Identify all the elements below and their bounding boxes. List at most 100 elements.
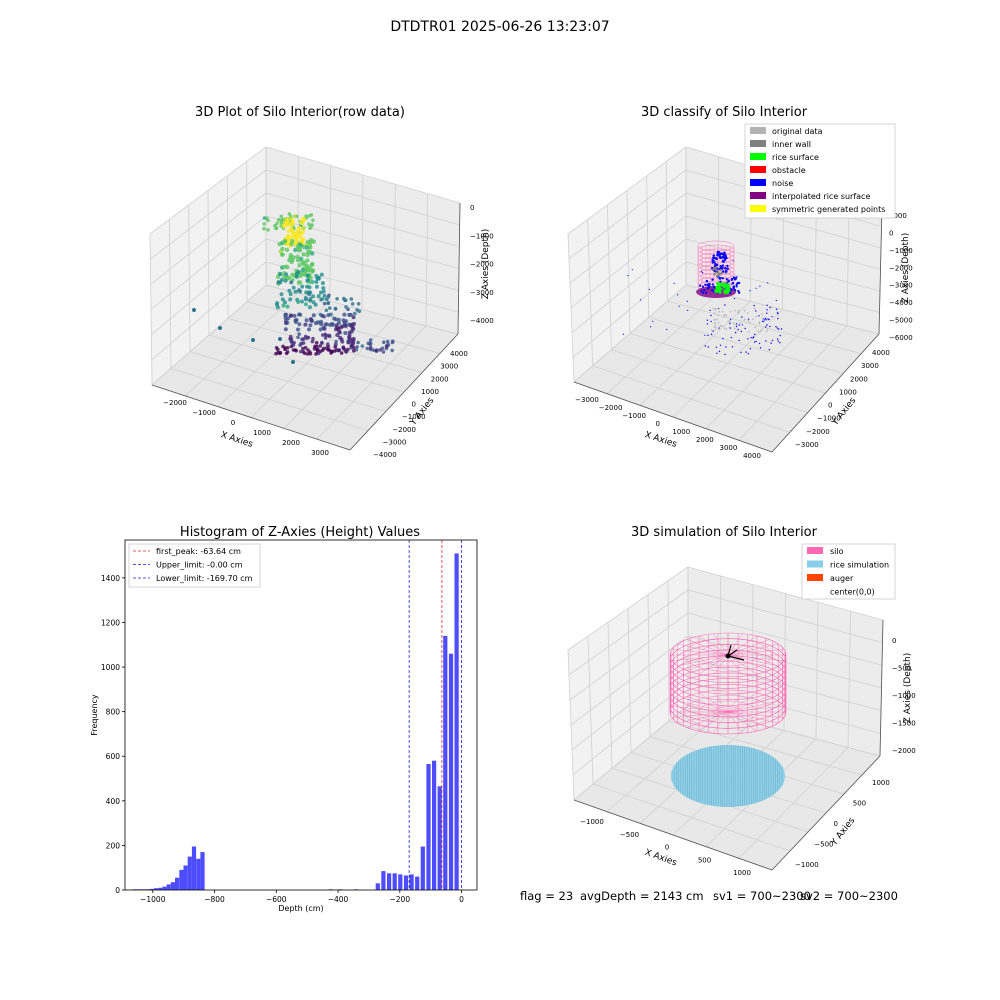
data-point xyxy=(712,290,715,293)
tick-label: −4000 xyxy=(373,451,397,459)
data-point xyxy=(699,284,702,287)
data-point xyxy=(707,287,710,290)
data-point xyxy=(296,327,300,332)
data-point xyxy=(281,240,286,245)
data-point xyxy=(776,311,779,314)
data-point xyxy=(302,337,306,341)
data-point xyxy=(707,346,709,348)
data-point xyxy=(719,280,722,283)
data-point xyxy=(371,348,376,352)
data-point xyxy=(775,308,778,310)
data-point xyxy=(307,305,312,310)
data-point xyxy=(294,235,299,241)
data-point xyxy=(283,264,288,269)
data-point xyxy=(322,293,327,298)
data-point xyxy=(715,257,718,261)
tick-label: −600 xyxy=(266,895,287,904)
data-point xyxy=(686,300,688,302)
data-points xyxy=(622,240,783,356)
data-point xyxy=(251,338,255,342)
data-point xyxy=(320,281,325,286)
data-point xyxy=(687,309,689,311)
histogram-bar xyxy=(187,856,192,890)
data-point xyxy=(753,341,756,343)
data-point xyxy=(732,276,736,279)
data-point xyxy=(342,312,347,317)
data-point xyxy=(299,341,303,346)
tick-label: 0 xyxy=(828,402,832,410)
data-point xyxy=(705,291,708,294)
data-point xyxy=(775,300,777,302)
data-point xyxy=(390,348,395,353)
data-point xyxy=(287,288,292,293)
data-point xyxy=(305,336,309,340)
data-point xyxy=(284,351,289,356)
data-point xyxy=(326,301,331,306)
panel-classify-3d: 3D classify of Silo Interior −3000−2000−… xyxy=(567,105,913,460)
data-point xyxy=(360,344,365,348)
data-point xyxy=(720,271,723,275)
data-point xyxy=(778,328,780,330)
data-point xyxy=(721,277,725,280)
data-point xyxy=(768,349,771,351)
data-point xyxy=(327,333,332,338)
data-point xyxy=(319,272,324,277)
tick-label: 3000 xyxy=(440,363,458,371)
data-point xyxy=(303,322,308,327)
data-point xyxy=(347,335,352,340)
data-point xyxy=(310,268,316,273)
legend-label: center(0,0) xyxy=(830,588,875,597)
data-point xyxy=(278,272,283,277)
data-point xyxy=(648,288,650,290)
data-point xyxy=(740,351,742,354)
tick-label: −2000 xyxy=(163,399,187,407)
data-point xyxy=(310,251,315,256)
data-point xyxy=(770,342,772,344)
data-point xyxy=(714,321,716,324)
data-point xyxy=(745,351,747,353)
data-point xyxy=(308,245,313,250)
data-point xyxy=(702,272,704,274)
data-point xyxy=(300,229,306,234)
data-point xyxy=(754,326,757,329)
tick-label: −4000 xyxy=(470,317,494,325)
data-point xyxy=(384,346,389,351)
grid-line xyxy=(568,589,689,676)
histogram-bar xyxy=(448,653,454,890)
data-point xyxy=(314,352,318,356)
data-point xyxy=(747,320,750,322)
data-point xyxy=(323,336,328,340)
data-point xyxy=(321,289,326,294)
data-point xyxy=(314,284,319,289)
data-point xyxy=(307,285,312,290)
data-point xyxy=(729,318,732,321)
data-point xyxy=(741,324,744,326)
rice-disk xyxy=(671,745,785,807)
data-point xyxy=(278,350,283,355)
data-point xyxy=(293,247,298,253)
tick-label: −1000 xyxy=(580,818,604,826)
data-point xyxy=(279,218,284,223)
figure-suptitle: DTDTR01 2025-06-26 13:23:07 xyxy=(390,19,609,35)
silo-ring xyxy=(698,700,758,724)
data-point xyxy=(758,315,760,317)
data-point xyxy=(666,328,668,331)
legend-label: Lower_limit: -169.70 cm xyxy=(156,574,253,583)
data-point xyxy=(708,283,711,286)
tick-label: 800 xyxy=(106,708,121,717)
legend-swatch xyxy=(750,166,766,173)
data-point xyxy=(734,327,736,330)
tick-label: −500 xyxy=(814,841,833,849)
tick-label: −2000 xyxy=(392,426,416,434)
tick-label: 200 xyxy=(106,841,121,850)
data-point xyxy=(382,340,386,345)
data-point xyxy=(284,321,288,325)
tick-label: 1200 xyxy=(101,618,120,627)
legend: first_peak: -63.64 cm Upper_limit: -0.00 … xyxy=(128,543,261,588)
data-point xyxy=(353,311,357,316)
tick-label: 4000 xyxy=(743,452,761,460)
data-point xyxy=(704,345,707,347)
silo-ring xyxy=(698,643,758,667)
legend-label: interpolated rice surface xyxy=(772,192,870,201)
data-point xyxy=(714,328,717,331)
